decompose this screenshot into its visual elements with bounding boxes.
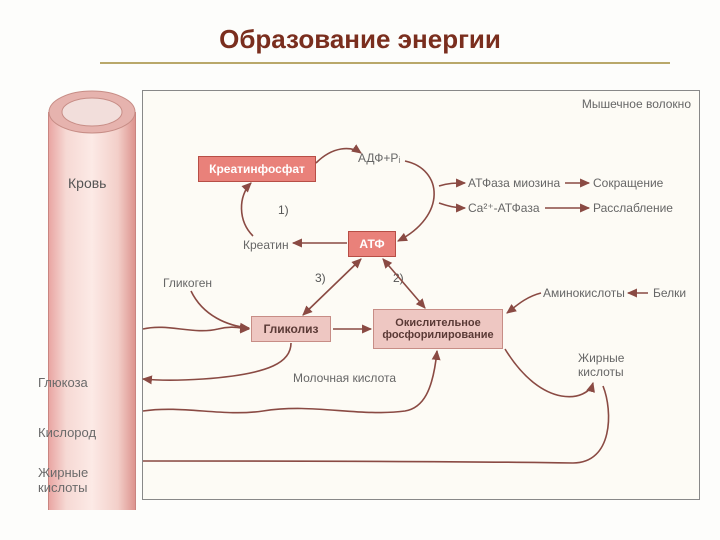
title-underline <box>100 62 670 64</box>
arrow-network <box>143 91 699 499</box>
diagram-panel: Мышечное волокно Креатинфосфат АТФ Глико… <box>142 90 700 500</box>
blood-label: Кровь <box>68 175 106 191</box>
page-title: Образование энергии <box>0 24 720 55</box>
fatty-acids-label: Жирные кислоты <box>38 465 88 495</box>
blood-cylinder: Кровь <box>48 90 136 510</box>
oxygen-label: Кислород <box>38 425 96 440</box>
cylinder-top <box>48 90 136 134</box>
glucose-label: Глюкоза <box>38 375 88 390</box>
